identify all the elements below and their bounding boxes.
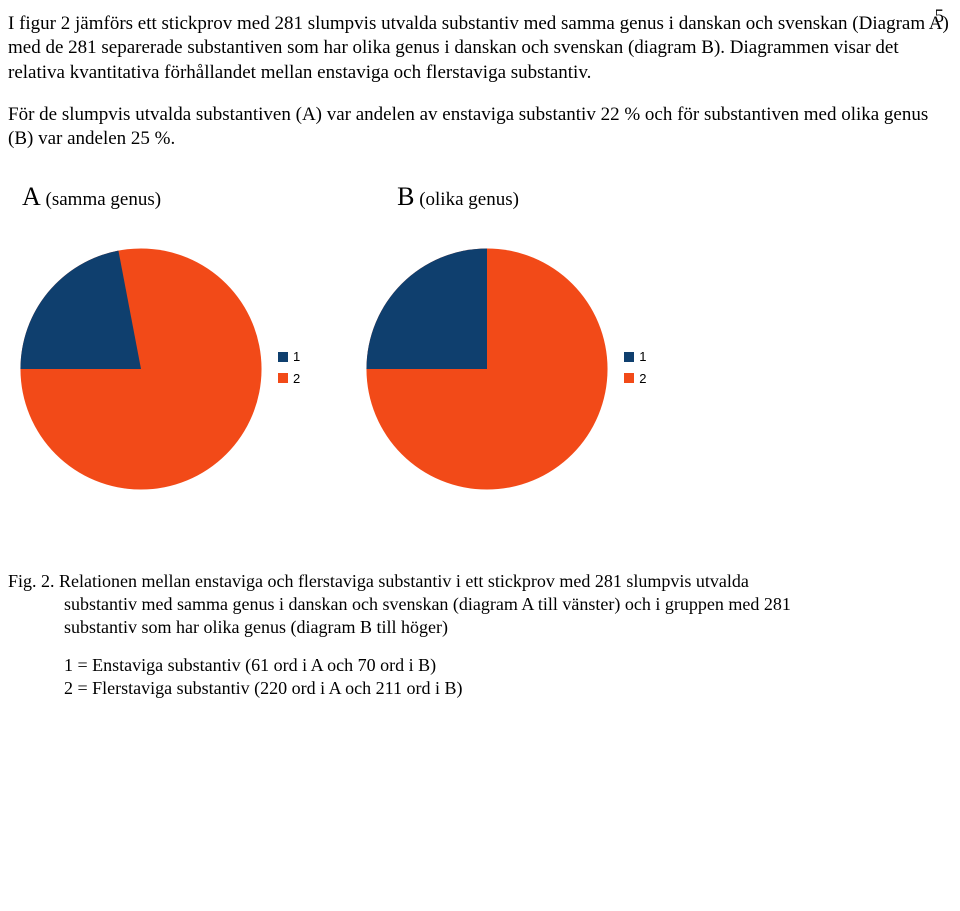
- legend-b-item-1: 1: [624, 347, 646, 367]
- legend-a-item-2: 2: [278, 369, 300, 389]
- legend-a-swatch-2: [278, 373, 288, 383]
- pie-chart-b: [364, 246, 610, 492]
- legend-b-swatch-2: [624, 373, 634, 383]
- chart-b-block: 1 2: [364, 246, 646, 492]
- chart-a-block: 1 2: [18, 246, 300, 492]
- legend-a: 1 2: [278, 347, 300, 390]
- legend-b-label-1: 1: [639, 347, 646, 367]
- pie-chart-a: [18, 246, 264, 492]
- legend-b-item-2: 2: [624, 369, 646, 389]
- legend-a-label-2: 2: [293, 369, 300, 389]
- chart-b-title-rest: (olika genus): [414, 189, 518, 210]
- chart-a-heading: A (samma genus): [22, 182, 161, 212]
- caption-line-2: substantiv med samma genus i danskan och…: [8, 593, 950, 616]
- page: 5 I figur 2 jämförs ett stickprov med 28…: [0, 0, 960, 911]
- page-number: 5: [935, 6, 945, 28]
- figure-caption: Fig. 2. Relationen mellan enstaviga och …: [8, 570, 950, 640]
- footnote-2: 2 = Flerstaviga substantiv (220 ord i A …: [64, 677, 952, 700]
- legend-b-label-2: 2: [639, 369, 646, 389]
- paragraph-2: För de slumpvis utvalda substantiven (A)…: [8, 103, 950, 152]
- chart-b-heading: B (olika genus): [397, 182, 519, 212]
- legend-a-swatch-1: [278, 352, 288, 362]
- legend-a-label-1: 1: [293, 347, 300, 367]
- legend-b: 1 2: [624, 347, 646, 390]
- pie-chart-a-svg: [18, 246, 264, 492]
- legend-b-swatch-1: [624, 352, 634, 362]
- chart-a-title-rest: (samma genus): [41, 189, 161, 210]
- footnote-1: 1 = Enstaviga substantiv (61 ord i A och…: [64, 654, 952, 677]
- chart-a-letter: A: [22, 182, 41, 211]
- paragraph-1: I figur 2 jämförs ett stickprov med 281 …: [8, 12, 950, 85]
- legend-a-item-1: 1: [278, 347, 300, 367]
- caption-lead: Fig. 2.: [8, 571, 55, 591]
- chart-b-letter: B: [397, 182, 414, 211]
- caption-line-3: substantiv som har olika genus (diagram …: [8, 616, 950, 639]
- caption-line-1: Relationen mellan enstaviga och flerstav…: [55, 571, 749, 591]
- chart-headings-row: A (samma genus) B (olika genus): [22, 182, 952, 212]
- pie-chart-b-svg: [364, 246, 610, 492]
- charts-row: 1 2 1 2: [18, 246, 952, 492]
